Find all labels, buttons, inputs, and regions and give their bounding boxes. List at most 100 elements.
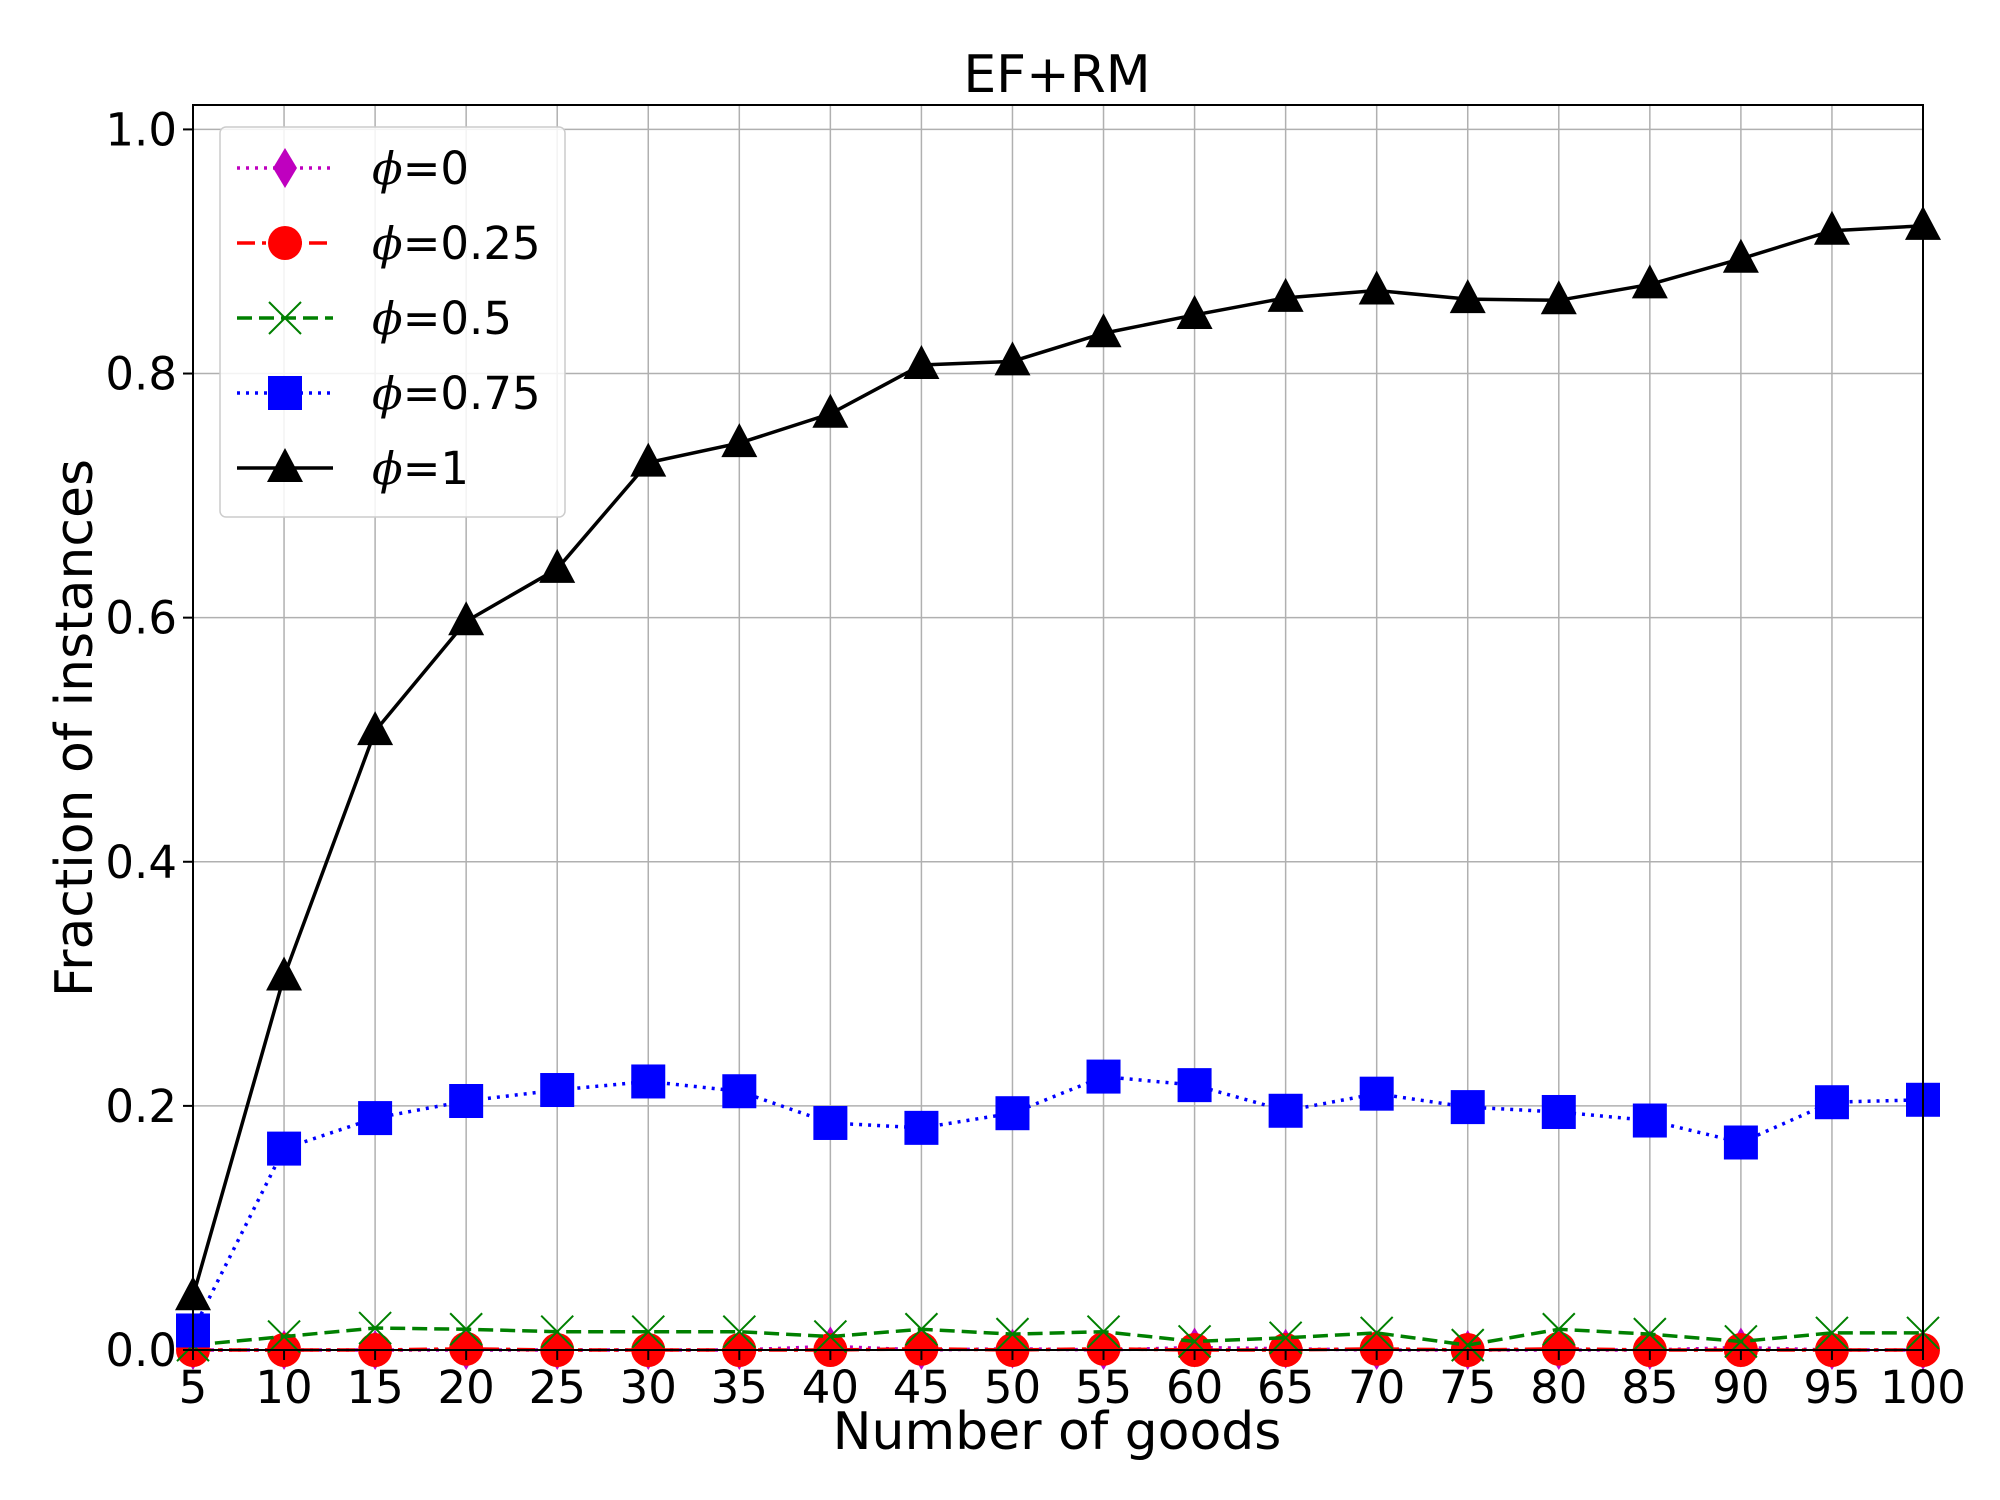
legend-entry-phi-0: ϕ=0 [237,142,469,195]
data-point [1359,1316,1394,1350]
data-point [1542,1312,1576,1346]
data-point [995,1317,1030,1351]
data-point [994,341,1031,376]
data-point [904,1312,939,1346]
data-point [813,1105,848,1140]
y-tick-label: 0.8 [105,348,177,401]
data-point [1268,1093,1303,1128]
data-point [1449,279,1486,314]
data-point [449,1084,484,1118]
x-tick-label: 75 [1439,1361,1496,1414]
x-axis-title: Number of goods [833,1402,1282,1462]
x-axis: 5 10 15 20 25 30 35 40 45 50 55 60 65 70 75 80 85 90 95 100 [179,1350,1966,1414]
legend-marker [268,376,302,410]
data-point [266,956,303,991]
data-point [630,442,667,477]
legend-marker [268,301,302,335]
data-point [1723,1125,1758,1160]
data-point [813,1319,848,1354]
x-tick-label: 10 [255,1361,312,1414]
x-tick-label: 80 [1530,1361,1587,1414]
data-point [539,548,576,583]
x-tick-label: 30 [620,1361,677,1414]
legend-marker [273,148,297,188]
data-point [631,1064,666,1099]
x-tick-label: 65 [1257,1361,1314,1414]
x-tick-label: 85 [1621,1361,1678,1414]
data-point [1268,1321,1303,1355]
legend-label: ϕ=0.75 [372,367,541,420]
data-point [449,1331,484,1366]
data-point [358,1311,392,1345]
data-point [1724,1324,1758,1359]
data-point [904,1110,939,1145]
y-tick-label: 0.4 [105,836,177,889]
data-point [722,1314,757,1349]
data-point [903,344,940,379]
legend-entry-phi-0.75: ϕ=0.75 [237,367,541,420]
data-point [540,1073,575,1108]
data-point [267,1319,301,1354]
data-point [1633,1317,1667,1351]
x-tick-label: 100 [1880,1361,1966,1414]
legend-entry-phi-0.25: ϕ=0.25 [237,217,541,270]
legend-label: ϕ=1 [372,442,469,495]
data-point [812,393,849,428]
data-point [1086,1314,1121,1349]
series-phi-1 [175,205,1941,1311]
x-tick-label: 35 [711,1361,768,1414]
data-point [448,601,485,636]
x-tick-label: 90 [1712,1361,1769,1414]
data-point [1540,280,1577,315]
y-tick-label: 1.0 [105,103,177,156]
series-line [191,224,1924,1297]
data-point [1086,1059,1121,1094]
data-point [1450,1090,1485,1125]
y-axis-title: Fraction of instances [45,459,105,997]
legend-marker [267,448,303,482]
data-point [1631,264,1668,299]
data-point [1815,1316,1849,1350]
data-point [449,1312,483,1346]
data-point [1813,210,1850,245]
data-point [722,1074,757,1109]
y-tick-label: 0.6 [105,592,177,645]
data-point [1267,277,1304,312]
y-tick-label: 0.2 [105,1080,177,1133]
legend-marker [268,226,302,260]
legend-label: ϕ=0 [372,142,469,195]
data-point [267,1131,302,1166]
x-tick-label: 55 [1075,1361,1132,1414]
series-line [192,1326,1923,1347]
x-tick-label: 20 [438,1361,495,1414]
data-point [540,1314,574,1349]
x-tick-label: 15 [346,1361,403,1414]
x-tick-label: 45 [893,1361,950,1414]
data-point [1632,1103,1667,1138]
chart-title: EF+RM [963,45,1150,105]
data-point [721,423,758,458]
data-point [1451,1328,1485,1362]
data-point [631,1314,665,1349]
x-tick-label: 40 [802,1361,859,1414]
data-point [1176,294,1213,329]
data-point [1177,1324,1212,1359]
data-point [904,1331,939,1366]
data-point [357,711,394,746]
y-axis: 0.0 0.2 0.4 0.6 0.8 1.0 [105,103,193,1377]
data-point [1359,1076,1394,1111]
y-tick-label: 0.0 [105,1324,177,1377]
data-point [1722,238,1759,273]
data-point [1085,313,1122,348]
plot-frame [192,104,1924,1351]
legend-label: ϕ=0.25 [372,217,541,270]
legend-box [219,126,566,518]
data-point [1358,270,1395,305]
x-tick-label: 70 [1348,1361,1405,1414]
legend-entry-phi-1: ϕ=1 [237,442,469,495]
x-tick-label: 60 [1166,1361,1223,1414]
legend-entry-phi-0.5: ϕ=0.5 [237,292,512,345]
data-point [358,1101,393,1136]
data-point [995,1096,1030,1131]
